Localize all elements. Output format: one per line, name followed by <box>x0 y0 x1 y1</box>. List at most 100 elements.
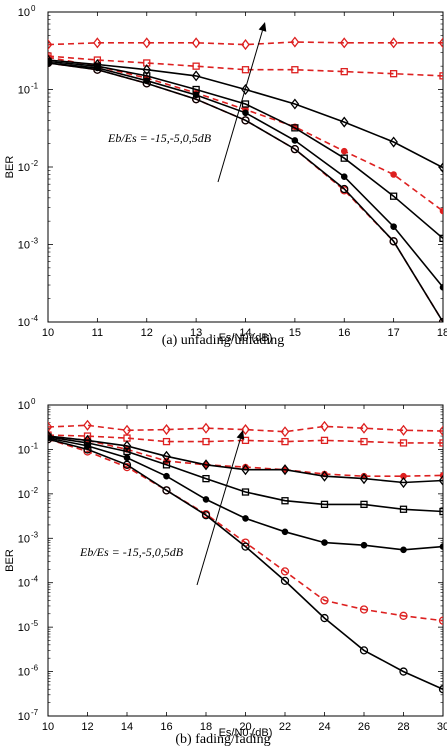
data-point-6 <box>291 137 299 144</box>
data-point-5 <box>281 497 289 505</box>
data-point-0 <box>438 425 443 437</box>
series-line-6 <box>48 62 443 288</box>
annotation-label: Eb/Es = -15,-5,0,5dB <box>107 131 212 145</box>
series-line-7 <box>48 62 443 322</box>
data-point-2 <box>439 207 443 215</box>
data-point-4 <box>201 459 211 471</box>
data-point-5 <box>202 474 210 483</box>
data-point-5 <box>399 505 408 513</box>
y-tick-exponent: -2 <box>31 486 39 495</box>
data-point-1 <box>439 72 443 80</box>
y-tick-label: 10 <box>18 489 30 501</box>
data-point-0 <box>339 37 349 49</box>
data-point-1 <box>340 67 348 76</box>
data-point-6 <box>390 223 397 230</box>
series-line-7 <box>48 438 443 691</box>
data-point-4 <box>142 64 152 76</box>
data-point-0 <box>280 426 290 438</box>
x-tick-label: 16 <box>160 721 172 733</box>
data-point-4 <box>438 474 443 487</box>
data-point-3 <box>399 611 408 620</box>
data-point-4 <box>320 470 329 482</box>
data-point-6 <box>439 543 443 550</box>
annotation-arrow-shaft <box>217 30 263 183</box>
data-point-6 <box>340 173 348 180</box>
data-point-7 <box>438 685 443 694</box>
y-tick-label: 10 <box>18 240 30 252</box>
data-point-7 <box>290 144 300 154</box>
annotation-label: Eb/Es = -15,-5,0,5dB <box>79 545 184 559</box>
y-tick-label: 10 <box>18 85 30 97</box>
data-point-3 <box>320 596 329 605</box>
y-tick-label: 10 <box>18 317 30 329</box>
data-point-4 <box>191 70 201 82</box>
x-tick-label: 30 <box>437 721 447 733</box>
data-point-1 <box>202 437 210 446</box>
data-point-0 <box>399 424 408 436</box>
data-point-5 <box>320 500 329 509</box>
x-tick-label: 16 <box>338 327 350 339</box>
y-tick-exponent: 0 <box>31 4 36 13</box>
x-tick-label: 28 <box>397 721 409 733</box>
y-axis-label: BER <box>4 156 16 179</box>
y-tick-label: 10 <box>18 578 30 590</box>
data-point-1 <box>389 70 398 78</box>
x-tick-label: 14 <box>121 721 133 733</box>
data-point-6 <box>360 541 368 549</box>
data-point-0 <box>241 39 250 51</box>
y-tick-exponent: -4 <box>31 575 39 584</box>
data-point-1 <box>320 436 329 445</box>
data-point-0 <box>162 424 171 436</box>
series-group <box>48 419 443 694</box>
data-point-1 <box>192 62 200 70</box>
data-point-4 <box>389 136 398 148</box>
data-point-7 <box>241 542 250 551</box>
data-point-1 <box>439 439 443 447</box>
y-tick-exponent: -2 <box>31 159 39 168</box>
data-point-6 <box>242 109 249 117</box>
data-point-7 <box>191 95 201 104</box>
y-tick-label: 10 <box>18 622 30 634</box>
data-point-6 <box>242 515 249 522</box>
data-point-1 <box>291 66 299 74</box>
y-tick-exponent: -3 <box>31 530 39 539</box>
y-tick-exponent: -5 <box>31 619 39 628</box>
data-point-4 <box>241 83 250 96</box>
data-point-5 <box>389 192 398 200</box>
data-point-0 <box>389 37 398 49</box>
series-line-5 <box>48 60 443 240</box>
data-point-5 <box>241 488 250 496</box>
x-tick-label: 26 <box>358 721 370 733</box>
data-point-1 <box>281 437 289 446</box>
series-line-6 <box>48 437 443 551</box>
x-tick-label: 10 <box>42 327 54 339</box>
data-point-5 <box>439 507 443 516</box>
data-point-7 <box>48 58 53 68</box>
data-point-7 <box>280 576 290 586</box>
x-tick-label: 13 <box>190 327 202 339</box>
x-axis-label: Es/N0 (dB) <box>219 727 273 739</box>
data-point-3 <box>280 567 290 576</box>
series-line-4 <box>48 435 443 484</box>
data-point-3 <box>359 605 369 614</box>
y-tick-label: 10 <box>18 711 30 723</box>
data-point-4 <box>290 98 300 110</box>
panel-caption: (a) unfading/unfading <box>162 333 284 348</box>
data-point-4 <box>280 464 290 476</box>
data-point-2 <box>340 147 348 155</box>
data-point-0 <box>290 36 300 48</box>
y-tick-exponent: -6 <box>31 664 39 673</box>
x-tick-label: 14 <box>239 327 251 339</box>
data-point-7 <box>142 79 151 88</box>
y-tick-exponent: -1 <box>31 441 39 450</box>
data-point-5 <box>439 234 443 243</box>
data-point-7 <box>201 511 211 520</box>
x-tick-label: 12 <box>81 721 93 733</box>
data-point-0 <box>320 420 329 432</box>
data-point-7 <box>399 667 408 676</box>
data-point-7 <box>162 486 171 495</box>
data-point-4 <box>241 464 250 476</box>
data-point-1 <box>241 436 250 445</box>
data-point-1 <box>360 437 368 446</box>
